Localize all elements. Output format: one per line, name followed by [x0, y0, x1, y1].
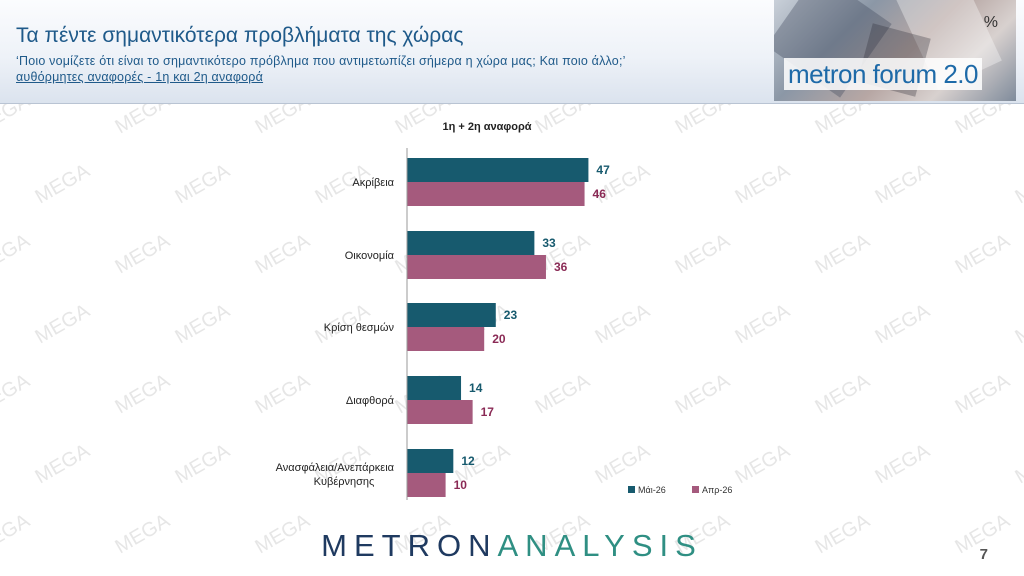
value-label: 20: [492, 332, 506, 346]
bar-may: [407, 376, 462, 400]
legend-swatch: [628, 486, 635, 493]
subtitle-question: ‘Ποιο νομίζετε ότι είναι το σημαντικότερ…: [16, 54, 626, 68]
value-label: 12: [461, 454, 475, 468]
bar-may: [407, 231, 535, 255]
bar-may: [407, 158, 589, 182]
page-subtitle: ‘Ποιο νομίζετε ότι είναι το σημαντικότερ…: [16, 53, 776, 85]
value-label: 36: [554, 260, 568, 274]
value-label: 46: [593, 187, 607, 201]
percent-icon: %: [983, 14, 998, 31]
category-label: Ακρίβεια: [352, 177, 394, 189]
bar-apr: [407, 473, 446, 497]
category-label: Ανασφάλεια/Ανεπάρκεια Κυβέρνησης: [276, 462, 395, 488]
bar-apr: [407, 255, 546, 279]
bar-chart: 1η + 2η αναφορά Ακρίβεια 47 46 Οικονομία 33 36…: [276, 121, 732, 500]
value-label: 47: [596, 163, 610, 177]
category-label: Διαφθορά: [346, 395, 395, 407]
subtitle-mentions: αυθόρμητες αναφορές - 1η και 2η αναφορά: [16, 70, 264, 84]
value-label: 14: [469, 381, 483, 395]
bar-apr: [407, 400, 473, 424]
value-label: 10: [454, 478, 468, 492]
value-label: 23: [504, 308, 518, 322]
value-label: 33: [542, 236, 556, 250]
category-label: Κρίση θεσμών: [324, 322, 395, 334]
bar-may: [407, 449, 454, 473]
bar-apr: [407, 182, 585, 206]
bar-apr: [407, 327, 485, 351]
metron-analysis-logo: METRONANALYSIS: [0, 528, 1024, 564]
chart-title: 1η + 2η αναφορά: [442, 121, 531, 133]
legend-label: Απρ-26: [702, 485, 732, 495]
banner-brand-text: metron forum 2.0: [784, 58, 982, 90]
logo-analysis: ANALYSIS: [497, 528, 703, 563]
header-bar: Τα πέντε σημαντικότερα προβλήματα της χώ…: [0, 0, 1024, 104]
logo-metron: METRON: [321, 528, 498, 563]
metron-forum-banner: % metron forum 2.0: [774, 0, 1016, 101]
bar-may: [407, 303, 496, 327]
legend-swatch: [692, 486, 699, 493]
category-label: Οικονομία: [345, 250, 395, 262]
page-title: Τα πέντε σημαντικότερα προβλήματα της χώ…: [16, 24, 464, 47]
legend-label: Μάι-26: [638, 485, 666, 495]
page-number: 7: [979, 546, 988, 563]
value-label: 17: [481, 405, 495, 419]
